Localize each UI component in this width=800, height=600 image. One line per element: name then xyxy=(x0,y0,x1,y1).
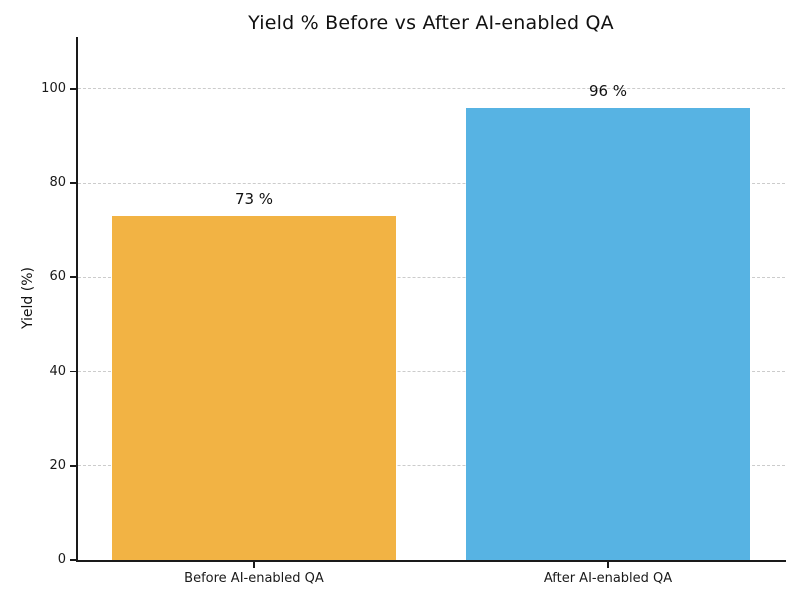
gridline xyxy=(78,88,785,90)
bar-after xyxy=(466,107,750,560)
y-tick-mark xyxy=(70,464,76,467)
x-axis-spine xyxy=(76,560,786,562)
y-tick-mark xyxy=(70,559,76,561)
chart-title: Yield % Before vs After AI-enabled QA xyxy=(248,12,614,34)
gridline xyxy=(78,465,785,467)
x-tick-mark xyxy=(607,562,609,568)
y-tick-mark xyxy=(70,88,76,90)
y-tick-mark xyxy=(70,182,76,184)
y-tick-mark xyxy=(70,276,76,279)
gridline xyxy=(78,371,785,373)
gridline xyxy=(78,182,785,184)
y-tick-label: 0 xyxy=(57,552,66,567)
y-tick-label: 20 xyxy=(49,457,66,473)
x-tick-label: After AI-enabled QA xyxy=(543,571,673,586)
y-tick-mark xyxy=(70,370,76,373)
y-tick-label: 40 xyxy=(49,363,66,379)
y-axis-spine xyxy=(76,37,78,562)
y-tick-label: 100 xyxy=(41,80,66,96)
bar-value-label: 73 % xyxy=(234,190,274,209)
x-tick-label: Before AI-enabled QA xyxy=(184,571,324,586)
y-tick-label: 60 xyxy=(49,269,66,285)
gridline xyxy=(78,276,785,278)
bar-value-label: 96 % xyxy=(588,81,628,100)
x-tick-mark xyxy=(253,562,255,568)
bar-before xyxy=(112,216,396,560)
y-tick-label: 80 xyxy=(49,175,66,191)
